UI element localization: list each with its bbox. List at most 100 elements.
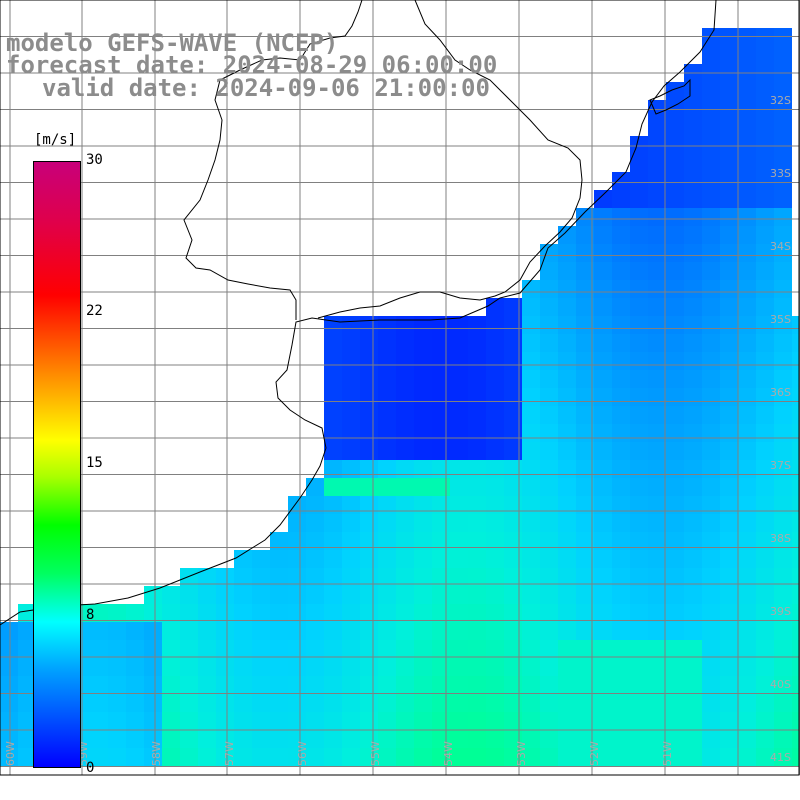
wave-cell <box>486 532 504 550</box>
wave-cell <box>594 370 612 388</box>
wave-cell <box>558 514 576 532</box>
wave-cell <box>558 532 576 550</box>
wave-cell <box>486 604 504 622</box>
wave-cell <box>486 460 504 478</box>
wave-cell <box>792 550 800 568</box>
wave-cell <box>414 478 432 496</box>
wave-cell <box>738 172 756 190</box>
wave-cell <box>522 478 540 496</box>
wave-cell <box>180 748 198 766</box>
wave-cell <box>648 532 666 550</box>
longitude-label: 57W <box>223 741 236 766</box>
wave-cell <box>540 730 558 748</box>
wave-cell <box>378 712 396 730</box>
wave-cell <box>684 514 702 532</box>
wave-cell <box>90 748 108 766</box>
wave-cell <box>0 658 18 676</box>
wave-cell <box>666 118 684 136</box>
wave-cell <box>576 496 594 514</box>
wave-cell <box>0 622 18 640</box>
wave-cell <box>18 748 36 766</box>
wave-cell <box>396 316 414 334</box>
wave-cell <box>720 82 738 100</box>
wave-cell <box>702 478 720 496</box>
wave-cell <box>594 604 612 622</box>
wave-cell <box>738 676 756 694</box>
wave-cell <box>342 424 360 442</box>
wave-cell <box>756 748 774 766</box>
wave-cell <box>432 694 450 712</box>
wave-cell <box>540 280 558 298</box>
wave-cell <box>576 658 594 676</box>
wave-cell <box>684 640 702 658</box>
wave-cell <box>540 550 558 568</box>
latitude-label: 35S <box>770 313 791 326</box>
wave-cell <box>414 622 432 640</box>
wave-cell <box>612 208 630 226</box>
wave-cell <box>450 460 468 478</box>
wave-cell <box>558 424 576 442</box>
wave-cell <box>612 712 630 730</box>
colorbar-tick-8: 8 <box>86 607 95 623</box>
wave-cell <box>630 244 648 262</box>
wave-cell <box>558 496 576 514</box>
wave-cell <box>108 604 126 622</box>
wave-cell <box>378 406 396 424</box>
wave-cell <box>756 352 774 370</box>
wave-cell <box>252 622 270 640</box>
wave-cell <box>684 172 702 190</box>
wave-cell <box>18 676 36 694</box>
wave-cell <box>594 676 612 694</box>
longitude-label: 51W <box>661 741 674 766</box>
wave-cell <box>504 640 522 658</box>
wave-cell <box>684 676 702 694</box>
wave-cell <box>486 694 504 712</box>
wave-cell <box>684 730 702 748</box>
wave-cell <box>774 586 792 604</box>
wave-cell <box>774 568 792 586</box>
wave-cell <box>198 712 216 730</box>
wave-cell <box>630 208 648 226</box>
wave-cell <box>432 640 450 658</box>
wave-cell <box>702 514 720 532</box>
wave-cell <box>504 532 522 550</box>
wave-cell <box>792 424 800 442</box>
wave-cell <box>774 460 792 478</box>
wave-cell <box>360 406 378 424</box>
wave-cell <box>504 496 522 514</box>
colorbar <box>33 161 81 768</box>
wave-cell <box>756 334 774 352</box>
longitude-label: 58W <box>150 741 163 766</box>
wave-cell <box>756 136 774 154</box>
wave-cell <box>738 208 756 226</box>
wave-cell <box>342 676 360 694</box>
wave-cell <box>360 640 378 658</box>
wave-cell <box>468 352 486 370</box>
wave-cell <box>738 154 756 172</box>
wave-cell <box>774 496 792 514</box>
wave-cell <box>774 334 792 352</box>
wave-cell <box>324 532 342 550</box>
wave-cell <box>360 586 378 604</box>
wave-cell <box>90 730 108 748</box>
wave-cell <box>414 334 432 352</box>
wave-cell <box>432 712 450 730</box>
wave-cell <box>486 316 504 334</box>
wave-cell <box>306 496 324 514</box>
wave-cell <box>612 640 630 658</box>
wave-cell <box>162 748 180 766</box>
wave-cell <box>738 118 756 136</box>
wave-cell <box>540 442 558 460</box>
wave-cell <box>756 208 774 226</box>
wave-cell <box>504 460 522 478</box>
wave-cell <box>378 568 396 586</box>
wave-cell <box>0 694 18 712</box>
wave-cell <box>486 586 504 604</box>
wave-cell <box>594 478 612 496</box>
wave-cell <box>648 388 666 406</box>
wave-cell <box>144 748 162 766</box>
wave-cell <box>540 298 558 316</box>
wave-cell <box>738 730 756 748</box>
wave-cell <box>648 496 666 514</box>
wave-cell <box>90 640 108 658</box>
